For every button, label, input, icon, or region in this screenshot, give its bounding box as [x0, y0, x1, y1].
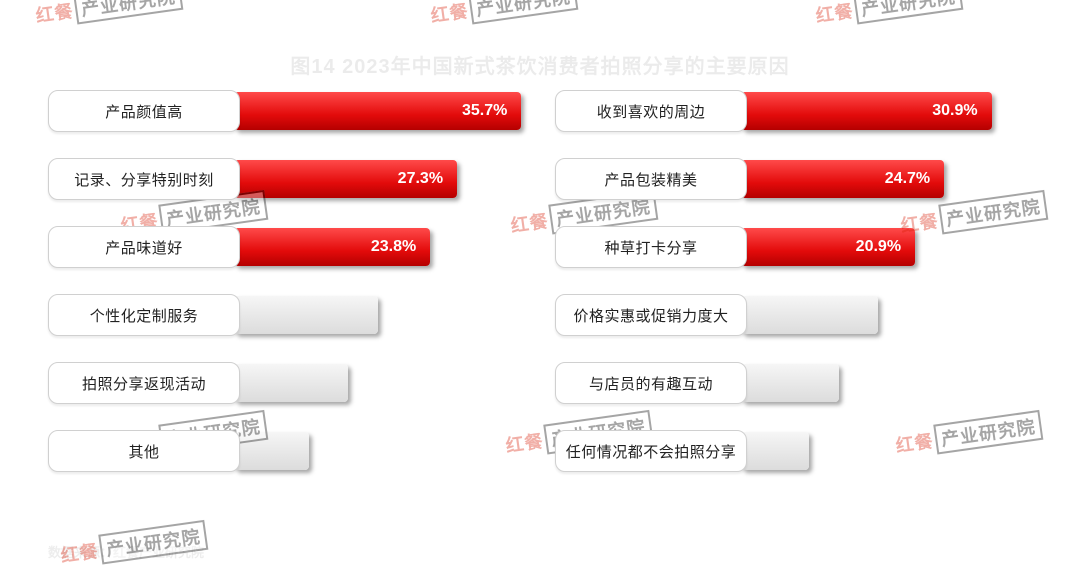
- left-label-5: 其他: [48, 430, 240, 472]
- right-label-3: 价格实惠或促销力度大: [555, 294, 747, 336]
- left-bar-track-1: 27.3%: [234, 158, 525, 200]
- left-bar-5: [234, 432, 309, 470]
- left-bar-0: 35.7%: [234, 92, 521, 130]
- watermark-0: 红餐产业研究院: [34, 0, 184, 30]
- right-row-1: 产品包装精美 24.7%: [555, 158, 1032, 200]
- left-value-1: 27.3%: [398, 170, 443, 188]
- charts-wrap: 产品颜值高 35.7% 记录、分享特别时刻 27.3% 产品味道好 23.8% 个性化定制服…: [48, 90, 1032, 525]
- right-bar-4: [741, 364, 839, 402]
- left-bar-track-3: [234, 294, 525, 336]
- left-bar-track-0: 35.7%: [234, 90, 525, 132]
- left-bar-track-5: [234, 430, 525, 472]
- right-bar-0: 30.9%: [741, 92, 992, 130]
- right-label-0: 收到喜欢的周边: [555, 90, 747, 132]
- right-bar-track-3: [741, 294, 1032, 336]
- footnote-ghost: 数据来源：红餐产业研究院: [48, 542, 204, 561]
- watermark-1: 红餐产业研究院: [429, 0, 579, 30]
- right-label-4: 与店员的有趣互动: [555, 362, 747, 404]
- right-bar-track-2: 20.9%: [741, 226, 1032, 268]
- right-column: 收到喜欢的周边 30.9% 产品包装精美 24.7% 种草打卡分享 20.9% 价格实惠或促…: [555, 90, 1032, 525]
- right-bar-1: 24.7%: [741, 160, 944, 198]
- left-bar-2: 23.8%: [234, 228, 430, 266]
- chart-title-ghost: 图14 2023年中国新式茶饮消费者拍照分享的主要原因: [0, 50, 1080, 79]
- left-bar-track-2: 23.8%: [234, 226, 525, 268]
- left-bar-track-4: [234, 362, 525, 404]
- right-bar-2: 20.9%: [741, 228, 915, 266]
- right-row-3: 价格实惠或促销力度大: [555, 294, 1032, 336]
- left-row-5: 其他: [48, 430, 525, 472]
- right-bar-track-1: 24.7%: [741, 158, 1032, 200]
- right-value-2: 20.9%: [856, 238, 901, 256]
- left-label-1: 记录、分享特别时刻: [48, 158, 240, 200]
- right-row-4: 与店员的有趣互动: [555, 362, 1032, 404]
- left-row-2: 产品味道好 23.8%: [48, 226, 525, 268]
- left-row-1: 记录、分享特别时刻 27.3%: [48, 158, 525, 200]
- left-column: 产品颜值高 35.7% 记录、分享特别时刻 27.3% 产品味道好 23.8% 个性化定制服…: [48, 90, 525, 525]
- left-row-4: 拍照分享返现活动: [48, 362, 525, 404]
- right-label-5: 任何情况都不会拍照分享: [555, 430, 747, 472]
- left-label-0: 产品颜值高: [48, 90, 240, 132]
- left-label-2: 产品味道好: [48, 226, 240, 268]
- right-bar-3: [741, 296, 878, 334]
- right-row-5: 任何情况都不会拍照分享: [555, 430, 1032, 472]
- left-bar-4: [234, 364, 348, 402]
- right-value-0: 30.9%: [932, 102, 977, 120]
- left-label-3: 个性化定制服务: [48, 294, 240, 336]
- right-bar-track-5: [741, 430, 1032, 472]
- left-label-4: 拍照分享返现活动: [48, 362, 240, 404]
- right-row-2: 种草打卡分享 20.9%: [555, 226, 1032, 268]
- right-bar-track-0: 30.9%: [741, 90, 1032, 132]
- right-bar-5: [741, 432, 809, 470]
- left-bar-3: [234, 296, 378, 334]
- left-value-2: 23.8%: [371, 238, 416, 256]
- right-label-2: 种草打卡分享: [555, 226, 747, 268]
- right-label-1: 产品包装精美: [555, 158, 747, 200]
- left-value-0: 35.7%: [462, 102, 507, 120]
- watermark-2: 红餐产业研究院: [814, 0, 964, 30]
- right-bar-track-4: [741, 362, 1032, 404]
- left-row-3: 个性化定制服务: [48, 294, 525, 336]
- left-row-0: 产品颜值高 35.7%: [48, 90, 525, 132]
- right-row-0: 收到喜欢的周边 30.9%: [555, 90, 1032, 132]
- left-bar-1: 27.3%: [234, 160, 457, 198]
- right-value-1: 24.7%: [885, 170, 930, 188]
